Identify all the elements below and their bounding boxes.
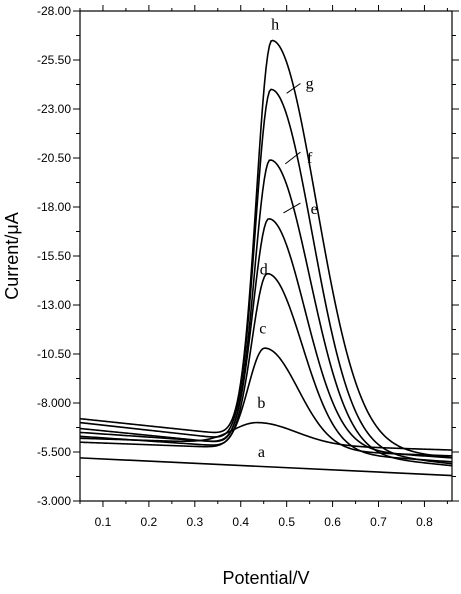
y-tick-label: -25.50	[37, 53, 71, 67]
y-axis-title: Current/μA	[2, 212, 22, 299]
y-tick-label: -3.000	[37, 494, 71, 508]
curve-label-c: c	[259, 321, 266, 338]
y-tick-label: -8.000	[37, 396, 71, 410]
leader-line-e	[283, 202, 301, 214]
curve-label-h: h	[271, 17, 279, 34]
y-tick-label: -15.50	[37, 249, 71, 263]
baseline-line	[79, 457, 453, 477]
curve-label-g: g	[306, 76, 314, 93]
leader-line-f	[284, 151, 301, 165]
x-tick-label: 0.6	[324, 515, 341, 529]
y-tick-label: -10.50	[37, 347, 71, 361]
labels-layer: a b c d e f g h	[257, 17, 317, 461]
leader-line-g	[286, 83, 301, 94]
series-line-d	[79, 217, 453, 459]
curve-label-f: f	[307, 150, 313, 167]
series-line-e	[79, 159, 453, 467]
y-tick-label: -20.50	[37, 151, 71, 165]
x-axis-title: Potential/V	[222, 568, 309, 588]
x-tick-label: 0.1	[95, 515, 112, 529]
series-line-f	[79, 88, 453, 465]
x-tick-label: 0.5	[278, 515, 295, 529]
y-tick-label: -13.00	[37, 298, 71, 312]
curve-label-e: e	[311, 201, 318, 218]
x-tick-label: 0.7	[370, 515, 387, 529]
x-tick-label: 0.4	[232, 515, 249, 529]
y-tick-label: -5.500	[37, 445, 71, 459]
y-tick-label: -23.00	[37, 102, 71, 116]
x-tick-label: 0.2	[141, 515, 158, 529]
y-tick-label: -28.00	[37, 4, 71, 18]
x-tick-label: 0.3	[186, 515, 203, 529]
x-tick-label: 0.8	[416, 515, 433, 529]
curve-label-d: d	[260, 262, 268, 279]
y-tick-label: -18.00	[37, 200, 71, 214]
plot-frame	[79, 10, 453, 502]
series-line-g	[79, 39, 453, 459]
curve-label-a: a	[258, 444, 265, 461]
curve-label-b: b	[257, 395, 265, 412]
ticks-layer: 0.1 0.2 0.3 0.4 0.5 0.6 0.7 0.8 -28.00 -25.50 -23.…	[37, 4, 459, 529]
curves-layer	[79, 39, 453, 477]
